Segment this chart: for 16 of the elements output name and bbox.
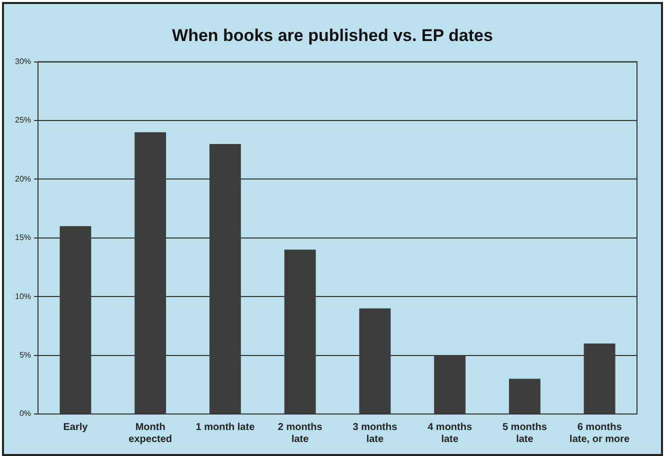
x-tick-label: 4 months late — [428, 422, 472, 445]
x-tick-label: 5 months late — [502, 422, 548, 445]
x-tick-label: 1 month late — [196, 422, 256, 433]
y-tick-label: 5% — [19, 350, 32, 360]
chart-title: When books are published vs. EP dates — [171, 26, 494, 46]
y-tick-label: 0% — [19, 409, 32, 418]
y-tick-label: 20% — [14, 174, 32, 184]
x-tick-label: Month expected — [128, 422, 172, 445]
x-tick-label: 6 months late, or more — [570, 422, 630, 445]
y-tick-label: 10% — [14, 292, 32, 301]
x-tick-label: 3 months late — [352, 422, 398, 445]
x-tick-label: Early — [63, 422, 88, 433]
y-tick-label: 15% — [14, 233, 32, 242]
y-tick-label: 30% — [14, 57, 32, 66]
y-tick-label: 25% — [14, 116, 32, 125]
x-tick-label: 2 months late — [278, 422, 323, 445]
